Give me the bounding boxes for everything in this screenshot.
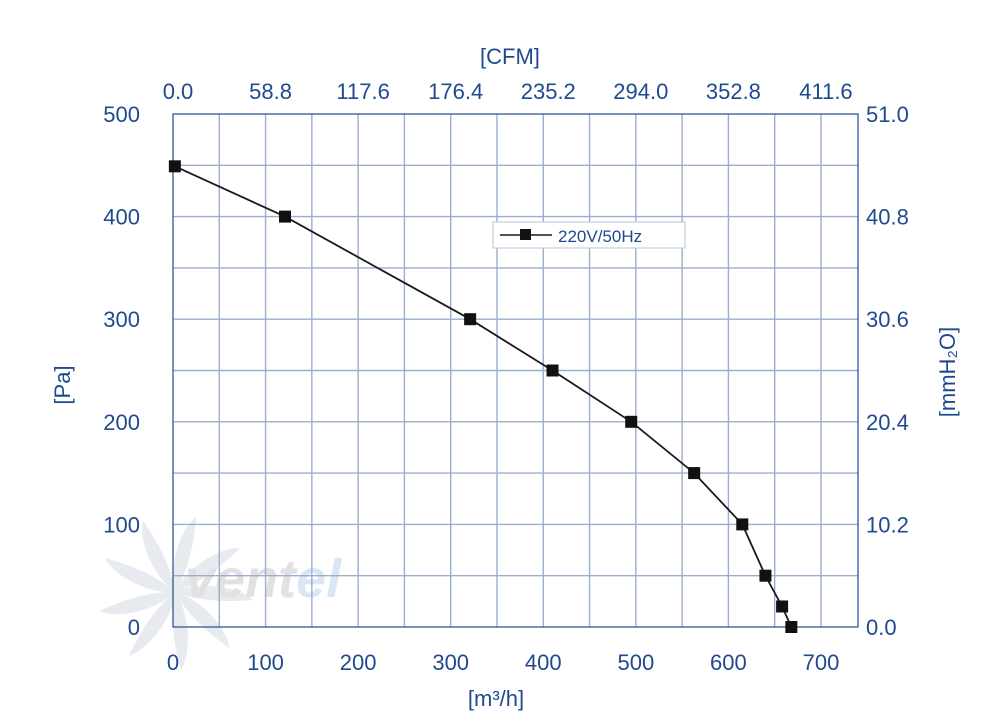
- fan-blade-shape: [142, 520, 175, 592]
- x-top-tick-label: 176.4: [428, 79, 483, 104]
- series-line: [174, 165, 793, 628]
- y-tick-label: 100: [103, 512, 140, 537]
- grid-lines: [173, 114, 858, 627]
- data-point-marker: [736, 518, 749, 531]
- fan-blade-shape: [172, 516, 197, 592]
- data-point-marker: [759, 569, 772, 582]
- legend-entry-220v-50hz: 220V/50Hz: [558, 227, 642, 246]
- ventel-watermark: ventel: [98, 516, 342, 671]
- right-axis-ticks: 0.0 10.2 20.4 30.6 40.8 51.0: [866, 102, 909, 640]
- fan-blade-shape: [172, 592, 188, 671]
- fan-logo-icon: [98, 516, 253, 671]
- y-axis-right-label: [mmH₂O]: [935, 327, 960, 417]
- y-right-tick-label: 10.2: [866, 512, 909, 537]
- plot-frame: [172, 113, 859, 628]
- y-axis-label: [Pa]: [50, 365, 75, 404]
- fan-blade-shape: [175, 547, 240, 592]
- bottom-axis-ticks: 0 100 200 300 400 500 600 700: [167, 650, 839, 675]
- data-point-marker: [625, 415, 638, 428]
- x-top-tick-label: 235.2: [521, 79, 576, 104]
- data-point-marker: [464, 313, 477, 326]
- data-point-marker: [688, 467, 701, 480]
- x-tick-label: 200: [340, 650, 377, 675]
- y-right-tick-label: 0.0: [866, 615, 897, 640]
- fan-blade-shape: [98, 591, 175, 615]
- data-point-marker: [168, 160, 181, 173]
- y-tick-label: 300: [103, 307, 140, 332]
- y-tick-label: 500: [103, 102, 140, 127]
- y-right-tick-label: 30.6: [866, 307, 909, 332]
- legend: 220V/50Hz: [492, 221, 686, 249]
- y-tick-label: 200: [103, 410, 140, 435]
- y-tick-label: 400: [103, 205, 140, 230]
- x-tick-label: 700: [803, 650, 840, 675]
- fan-blade-shape: [129, 592, 175, 656]
- data-point-marker: [776, 600, 789, 613]
- x-top-tick-label: 0.0: [163, 79, 194, 104]
- watermark-text-dark: vent: [185, 549, 298, 609]
- x-tick-label: 400: [525, 650, 562, 675]
- x-top-tick-label: 58.8: [249, 79, 292, 104]
- y-right-tick-label: 40.8: [866, 205, 909, 230]
- data-point-marker: [279, 210, 292, 223]
- x-tick-label: 600: [710, 650, 747, 675]
- x-top-tick-label: 294.0: [613, 79, 668, 104]
- x-top-tick-label: 352.8: [706, 79, 761, 104]
- fan-blade-shape: [104, 557, 175, 593]
- x-tick-label: 300: [432, 650, 469, 675]
- x-top-tick-label: 117.6: [336, 79, 389, 104]
- x-axis-top-label: [CFM]: [480, 44, 540, 69]
- y-right-tick-label: 51.0: [866, 102, 909, 127]
- y-tick-label: 0: [128, 615, 140, 640]
- x-tick-label: 0: [167, 650, 179, 675]
- left-axis-ticks: 0 100 200 300 400 500: [103, 102, 140, 640]
- series-220v-50hz: [168, 160, 798, 633]
- data-point-marker: [546, 364, 559, 377]
- fan-blade-shape: [175, 592, 230, 649]
- top-axis-ticks: 0.0 58.8 117.6 176.4 235.2 294.0 352.8 411.6: [163, 79, 853, 104]
- x-tick-label: 500: [617, 650, 654, 675]
- watermark-text-light: el: [296, 549, 342, 609]
- x-tick-label: 100: [247, 650, 284, 675]
- x-top-tick-label: 411.6: [799, 79, 852, 104]
- legend-marker: [520, 229, 531, 240]
- fan-blade-shape: [175, 585, 253, 602]
- y-right-tick-label: 20.4: [866, 410, 909, 435]
- svg-text:ventel: ventel: [185, 549, 342, 609]
- data-point-marker: [785, 621, 798, 633]
- x-axis-label: [m³/h]: [468, 686, 524, 711]
